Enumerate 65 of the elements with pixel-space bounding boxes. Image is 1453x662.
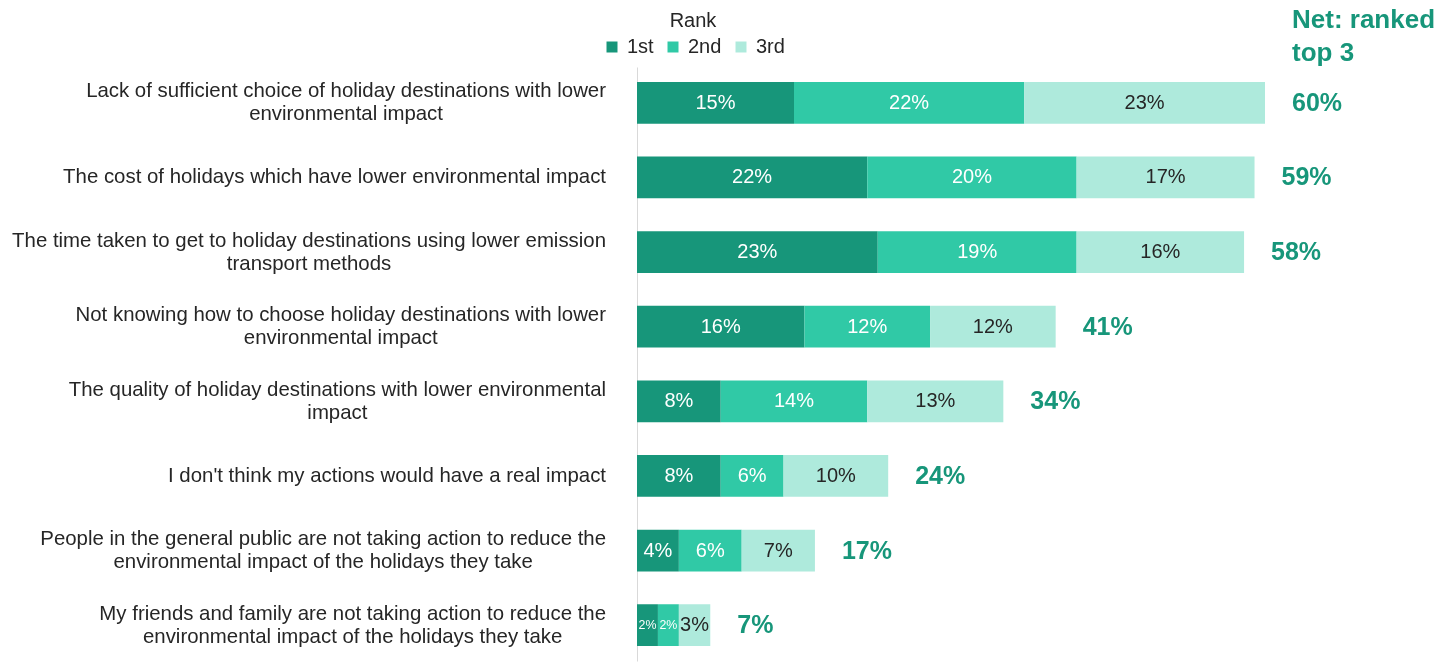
- bar: [637, 305, 805, 348]
- data-label: 12%: [972, 314, 1014, 337]
- bar: [637, 81, 794, 124]
- total-label: 17%: [841, 535, 892, 564]
- legend-label: 3rd: [756, 35, 785, 57]
- y-tick-label: My friends and family are not taking action to reduce the environmental impact of the holidays they take: [99, 601, 606, 647]
- bar: [741, 529, 815, 572]
- text: Net: ranked top 3: [1292, 4, 1436, 67]
- y-tick-label: People in the general public are not taking action to reduce the environmental impact of the holidays they take: [40, 527, 607, 573]
- bar: [1076, 156, 1255, 199]
- y-tick-label: The cost of holidays which have lower environmental impact: [63, 165, 607, 188]
- y-tick-label: Not knowing how to choose holiday destinations with lower environmental impact: [75, 303, 607, 349]
- data-label: 12%: [847, 314, 888, 337]
- bar: [637, 231, 878, 273]
- bar: [678, 529, 742, 572]
- y-tick-label: I don't think my actions would have a real impact: [168, 463, 607, 486]
- total-label: 7%: [737, 610, 774, 639]
- data-label: 23%: [737, 240, 778, 263]
- data-label: 22%: [732, 165, 773, 188]
- total-label: 41%: [1082, 311, 1133, 340]
- total-label: 60%: [1292, 87, 1343, 116]
- data-label: 20%: [951, 165, 993, 188]
- bar: [637, 380, 721, 423]
- bar: [720, 455, 784, 497]
- total-label: 34%: [1030, 386, 1081, 415]
- bar: [1076, 231, 1245, 273]
- data-label: 19%: [957, 240, 998, 263]
- data-label: 7%: [763, 538, 793, 561]
- data-label: 8%: [664, 463, 694, 486]
- bar: [794, 81, 1025, 124]
- total-label: 58%: [1271, 237, 1322, 266]
- data-label: 16%: [700, 314, 741, 337]
- y-tick-label: The time taken to get to holiday destinations using lower emission transport methods: [12, 228, 606, 274]
- bar: [867, 380, 1004, 423]
- bar: [804, 305, 931, 348]
- bar: [877, 231, 1077, 273]
- data-label: 2%: [638, 618, 657, 633]
- data-label: 10%: [815, 463, 857, 486]
- bar: [720, 380, 868, 423]
- data-label: 16%: [1140, 240, 1181, 263]
- bar: [1024, 81, 1265, 124]
- legend-label: 1st: [627, 35, 655, 57]
- data-label: 13%: [915, 389, 956, 412]
- legend-label: 2nd: [688, 35, 722, 57]
- data-label: 17%: [1145, 165, 1186, 188]
- bar: [637, 156, 868, 199]
- data-label: 2%: [659, 618, 678, 633]
- data-label: 8%: [664, 389, 694, 412]
- y-tick-label: The quality of holiday destinations with lower environmental impact: [68, 377, 606, 423]
- data-label: 14%: [773, 389, 815, 412]
- data-label: 15%: [695, 90, 736, 113]
- bar: [637, 455, 721, 497]
- data-label: 23%: [1124, 90, 1165, 113]
- legend-title: Rank: [669, 9, 718, 31]
- bar: [930, 305, 1056, 348]
- data-label: 3%: [680, 613, 710, 636]
- y-tick-label: Lack of sufficient choice of holiday destinations with lower environmental impact: [86, 79, 607, 125]
- bar: [783, 455, 889, 497]
- data-label: 6%: [737, 463, 767, 486]
- total-label: 59%: [1281, 162, 1332, 191]
- data-label: 4%: [643, 538, 673, 561]
- data-label: 22%: [889, 90, 930, 113]
- total-label: 24%: [915, 460, 966, 489]
- data-label: 6%: [695, 538, 725, 561]
- bar: [867, 156, 1077, 199]
